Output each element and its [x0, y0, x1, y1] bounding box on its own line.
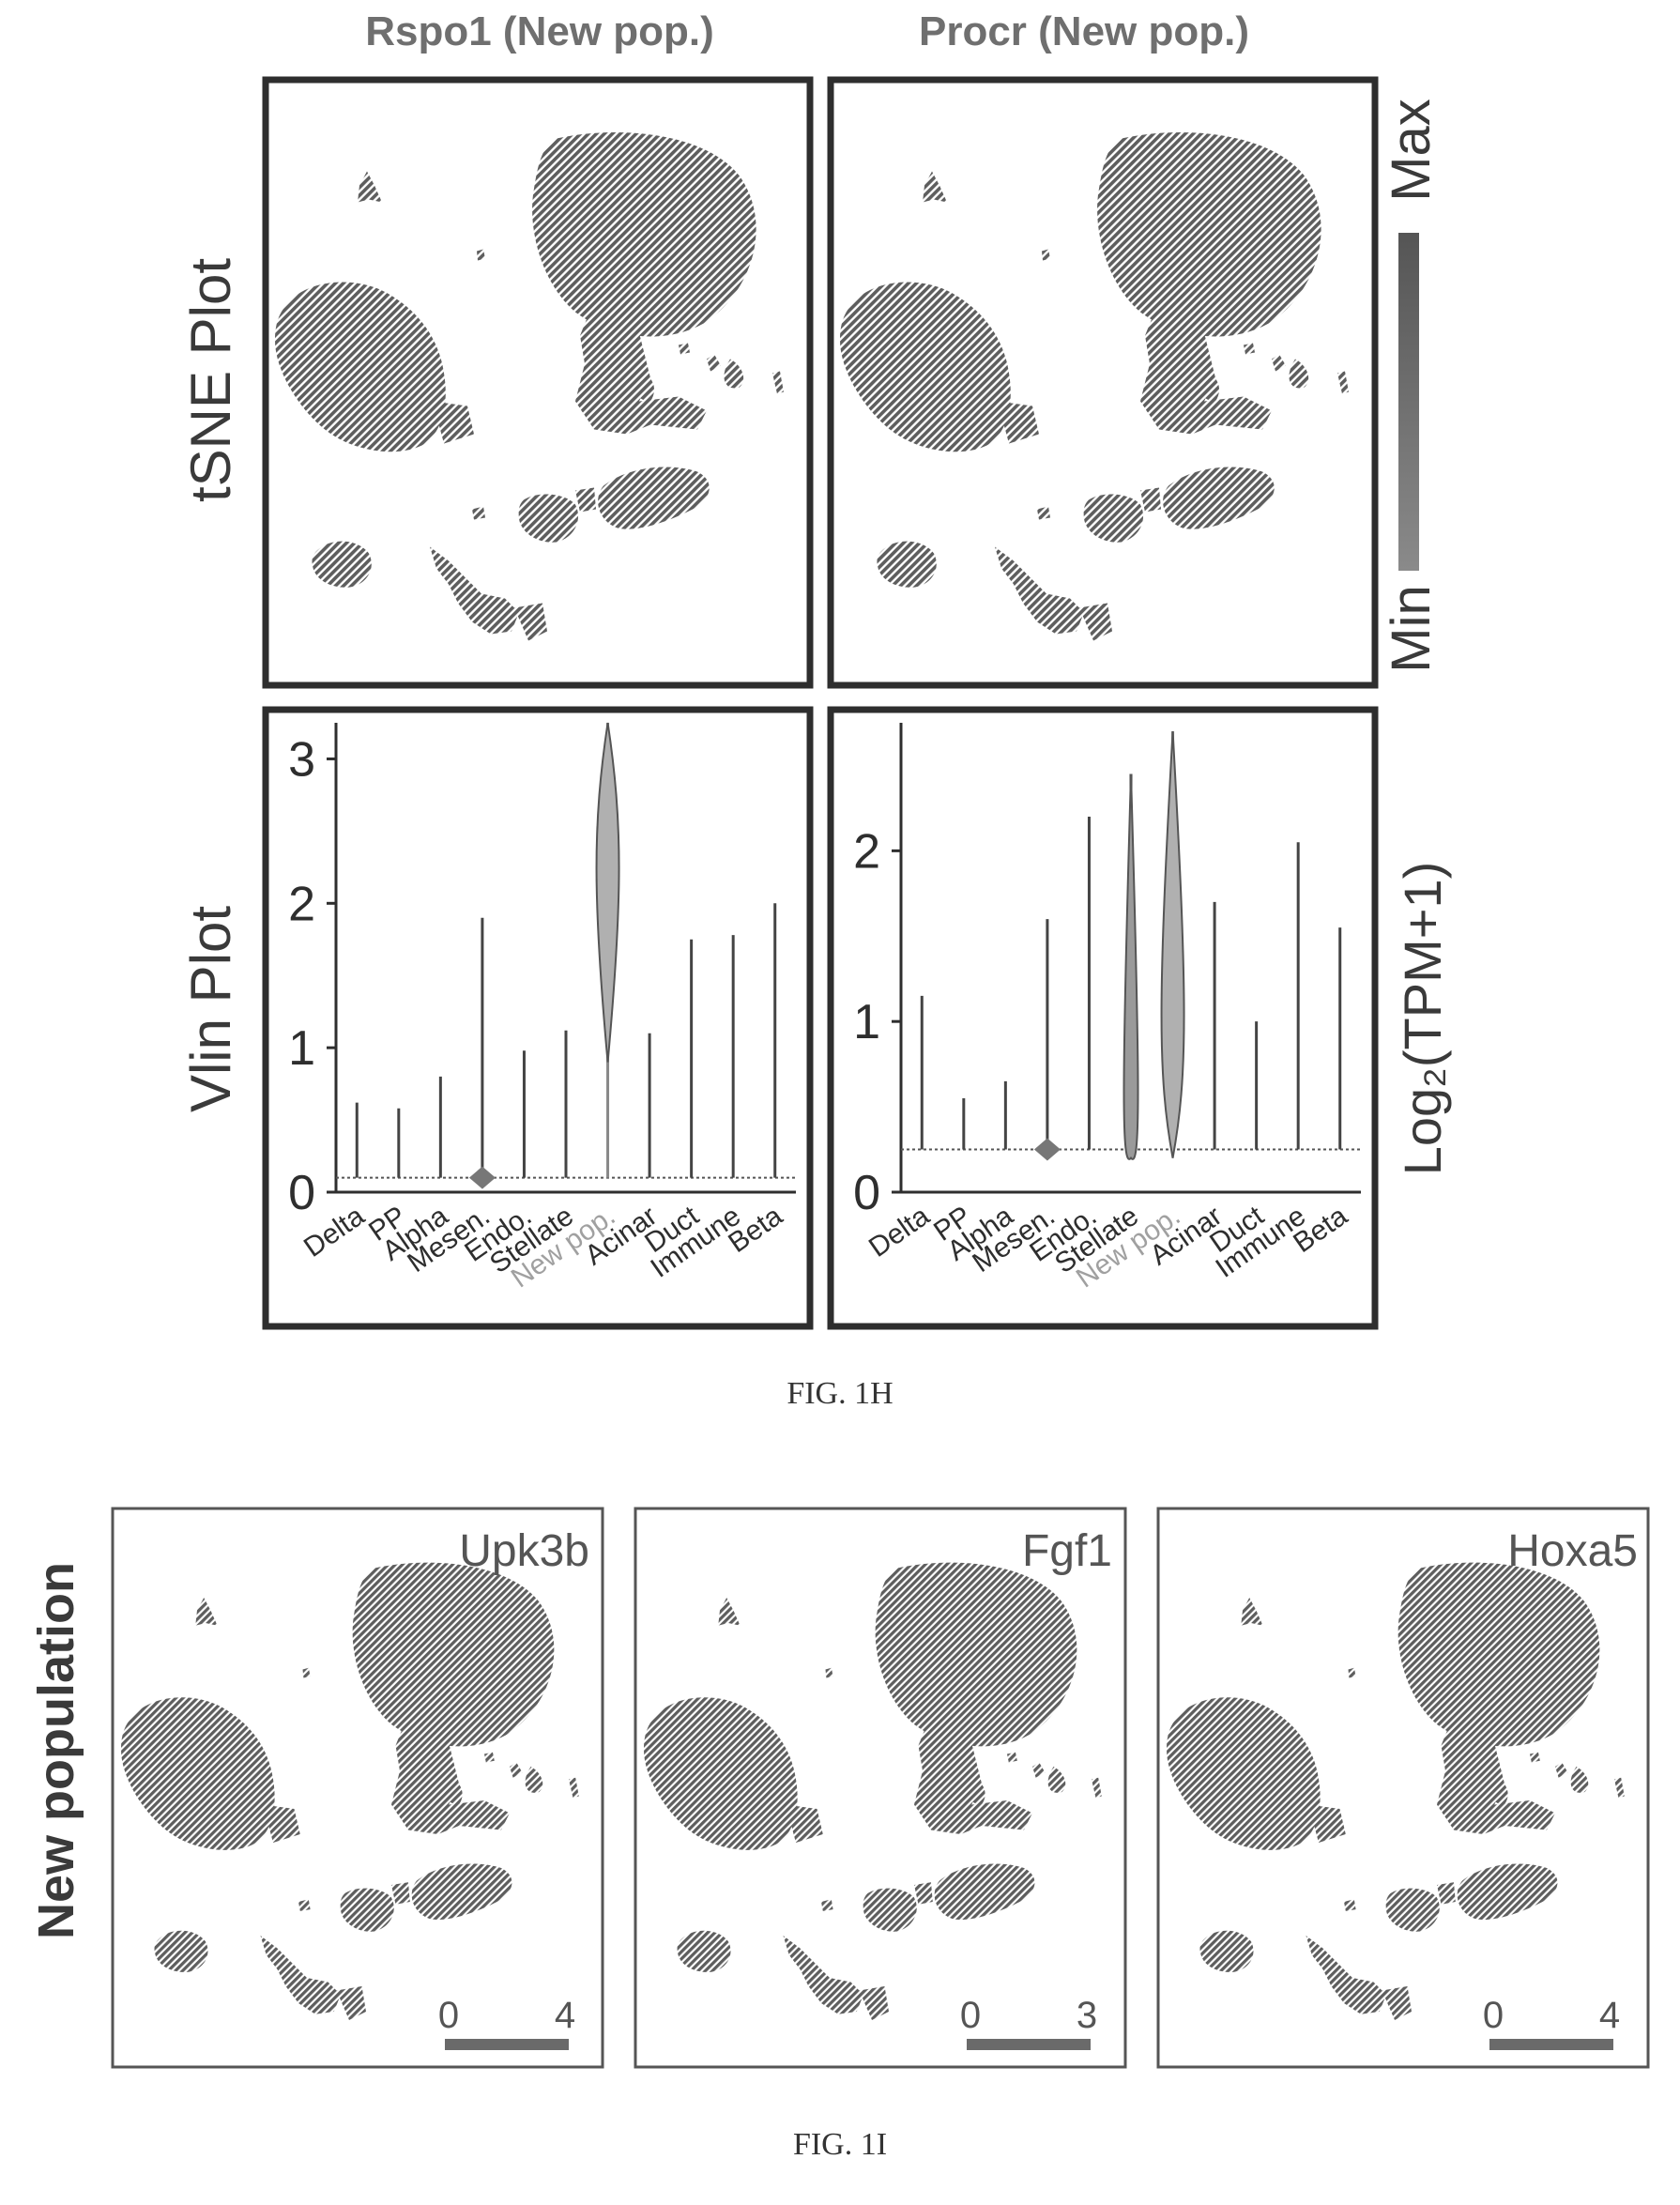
panel-title-rspo1: Rspo1 (New pop.) — [365, 8, 714, 54]
fig-1h: Rspo1 (New pop.) Procr (New pop.) tSNE P… — [179, 8, 1452, 1411]
tsne-frame-hoxa5 — [1156, 1507, 1650, 2069]
colorbar-min-label: Min — [1381, 585, 1442, 672]
tsne-points-fgf1 — [644, 1562, 1102, 2020]
y-tick-label: 2 — [853, 824, 880, 879]
gene-label-upk3b: Upk3b — [459, 1526, 589, 1576]
y-tick-label: 0 — [288, 1166, 315, 1220]
violin-body — [1160, 731, 1185, 1158]
tsne-frame-fgf1 — [634, 1507, 1127, 2069]
row-label-tsne: tSNE Plot — [179, 258, 242, 502]
tsne-points-upk3b — [121, 1562, 579, 2020]
scale-max-hoxa5: 4 — [1599, 1995, 1620, 2036]
violin-ylabel: Log₂(TPM+1) — [1393, 862, 1452, 1176]
violin-frame-procr — [827, 706, 1379, 1330]
row-label-new-population: New population — [28, 1562, 84, 1939]
panel-title-procr: Procr (New pop.) — [919, 8, 1249, 54]
scale-min-upk3b: 0 — [438, 1995, 459, 2036]
scale-max-upk3b: 4 — [555, 1995, 575, 2036]
violin-body — [1033, 1138, 1061, 1161]
scale-min-fgf1: 0 — [960, 1995, 981, 2036]
tsne-panel-upk3b: Upk3b 0 4 — [111, 1507, 604, 2069]
y-tick-label: 3 — [288, 732, 315, 787]
violin-body — [595, 722, 620, 1063]
colorbar: Max Min — [1381, 99, 1442, 673]
row-label-violin: Vlin Plot — [179, 906, 242, 1112]
colorbar-bar — [1398, 233, 1419, 571]
tsne-frame-upk3b — [111, 1507, 604, 2069]
tsne-frame-procr — [827, 76, 1379, 689]
scale-max-fgf1: 3 — [1077, 1995, 1097, 2036]
caption-fig-1h: FIG. 1H — [787, 1376, 893, 1411]
caption-fig-1i: FIG. 1I — [793, 2127, 887, 2162]
gene-label-hoxa5: Hoxa5 — [1507, 1526, 1638, 1576]
y-tick-label: 1 — [853, 995, 880, 1049]
y-tick-label: 0 — [853, 1166, 880, 1220]
scale-min-hoxa5: 0 — [1483, 1995, 1504, 2036]
violin-frame-rspo1 — [262, 706, 814, 1330]
y-tick-label: 2 — [288, 877, 315, 931]
tsne-points-rspo1 — [275, 131, 784, 641]
tsne-points-procr — [840, 131, 1349, 641]
gene-label-fgf1: Fgf1 — [1022, 1526, 1112, 1576]
violin-body — [1123, 773, 1139, 1160]
tsne-panel-fgf1: Fgf1 0 3 — [634, 1507, 1127, 2069]
tsne-points-hoxa5 — [1167, 1562, 1625, 2020]
colorbar-max-label: Max — [1381, 99, 1442, 202]
tsne-panel-hoxa5: Hoxa5 0 4 — [1156, 1507, 1650, 2069]
violin-body — [468, 1166, 496, 1189]
fig-1i: New population Upk3b 0 4 Fgf1 0 3 Hoxa5 … — [28, 1507, 1650, 2162]
y-tick-label: 1 — [288, 1021, 315, 1076]
tsne-frame-rspo1 — [262, 76, 814, 689]
